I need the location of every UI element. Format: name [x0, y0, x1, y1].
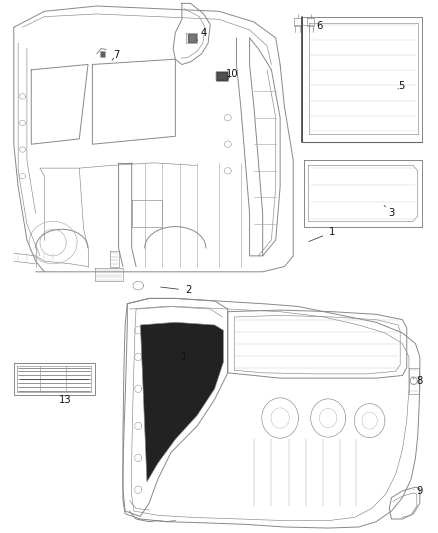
Text: 2: 2 — [161, 286, 191, 295]
Text: 1: 1 — [309, 227, 336, 241]
Text: 6: 6 — [313, 21, 323, 31]
Text: 8: 8 — [413, 376, 423, 386]
Text: 10: 10 — [226, 69, 238, 79]
Text: 13: 13 — [59, 395, 72, 406]
Text: 4: 4 — [197, 28, 207, 41]
Polygon shape — [141, 322, 223, 482]
Text: 3: 3 — [384, 205, 395, 219]
Text: 7: 7 — [112, 50, 120, 60]
Text: 5: 5 — [398, 81, 405, 91]
Text: 1: 1 — [179, 349, 187, 362]
Text: 9: 9 — [414, 486, 423, 496]
